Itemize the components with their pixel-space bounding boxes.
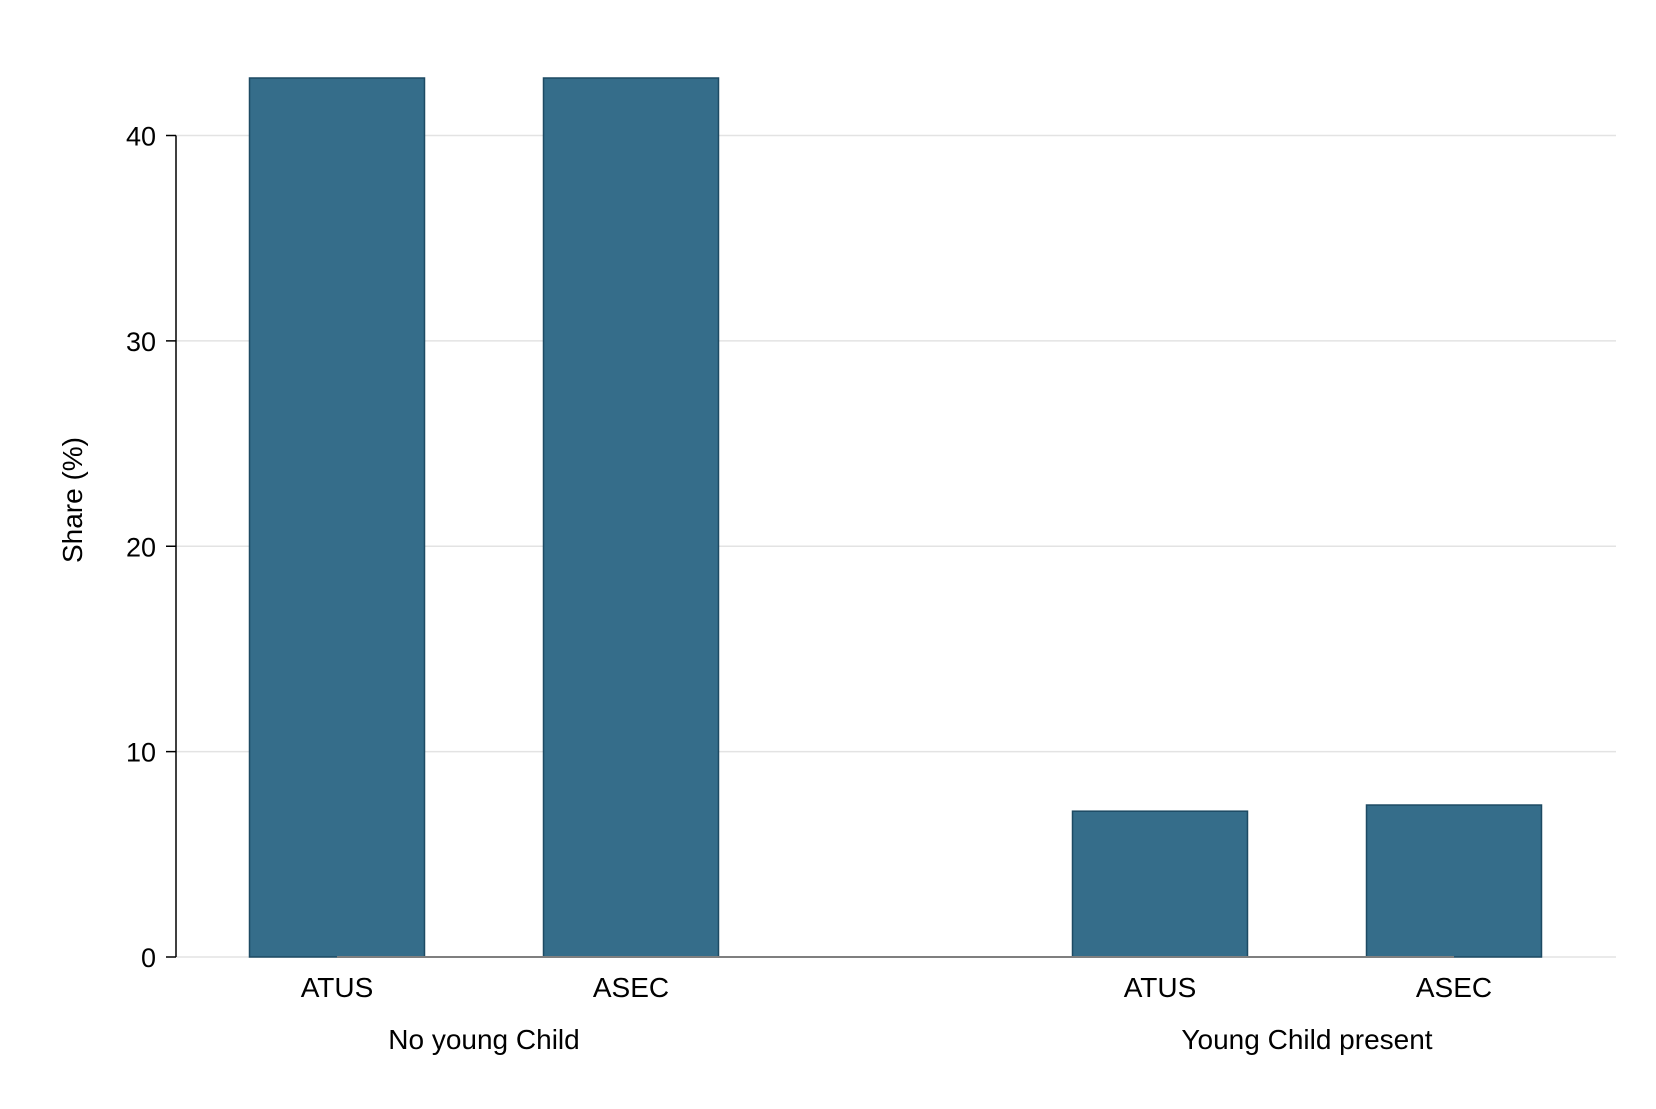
y-tick-label: 30: [126, 327, 156, 357]
y-tick-label: 40: [126, 122, 156, 152]
x-group-label: No young Child: [388, 1024, 579, 1055]
labels: 0 10 20 30 40 ATUS ASEC No young Child ATUS ASEC Y…: [126, 122, 1492, 1055]
y-axis-title: Share (%): [57, 437, 88, 563]
bars: [248, 77, 1543, 958]
y-tick-label: 0: [141, 943, 156, 973]
bar: [1071, 810, 1249, 958]
x-category-label: ATUS: [1124, 972, 1197, 1003]
y-tick-label: 20: [126, 532, 156, 562]
bar: [1365, 804, 1543, 958]
bar: [248, 77, 426, 958]
axes: [175, 135, 1454, 958]
bar: [542, 77, 720, 958]
y-tick-label: 10: [126, 738, 156, 768]
x-category-label: ASEC: [1416, 972, 1492, 1003]
x-category-label: ATUS: [301, 972, 374, 1003]
x-group-label: Young Child present: [1181, 1024, 1432, 1055]
x-category-label: ASEC: [593, 972, 669, 1003]
